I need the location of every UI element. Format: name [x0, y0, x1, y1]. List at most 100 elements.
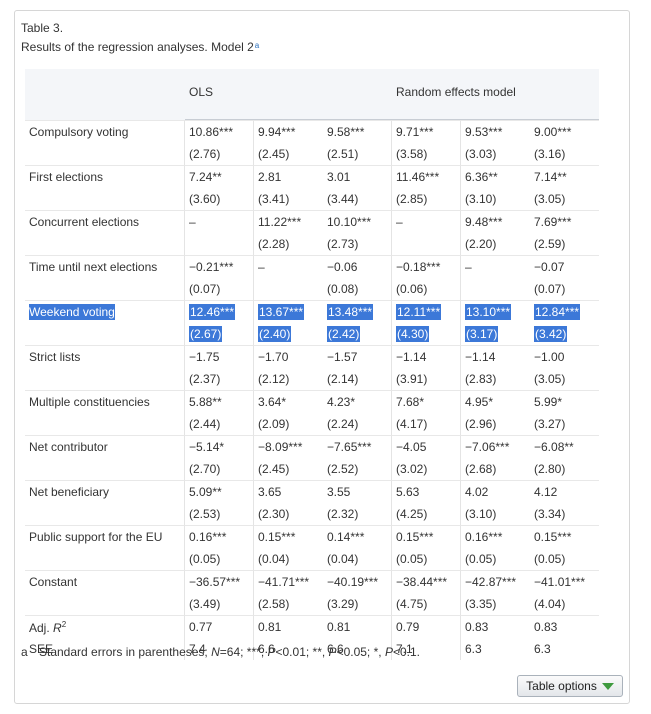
coefficient-cell: 9.58*** — [323, 120, 392, 143]
std-error-cell-text: (0.05) — [534, 552, 566, 566]
coefficient-cell-text: 11.22*** — [258, 215, 302, 229]
header-rule — [185, 115, 254, 120]
std-error-cell: (2.28) — [254, 233, 323, 255]
variable-label: Concurrent elections — [25, 210, 185, 233]
std-error-cell: (3.02) — [392, 458, 461, 480]
std-error-cell: (2.30) — [254, 503, 323, 525]
std-error-cell-text: (3.91) — [396, 372, 428, 386]
std-error-cell-text: (3.42) — [534, 326, 568, 342]
std-error-cell-text: (2.68) — [465, 462, 497, 476]
coefficient-cell-text: −36.57*** — [189, 575, 241, 589]
std-error-cell-text: (3.41) — [258, 192, 290, 206]
coefficient-cell-text: 4.23* — [327, 395, 356, 409]
std-error-cell: (2.20) — [461, 233, 530, 255]
std-error-cell: (3.60) — [185, 188, 254, 210]
variable-label-empty — [25, 413, 185, 435]
coefficient-cell-text: 9.48*** — [465, 215, 503, 229]
coefficient-cell: – — [185, 210, 254, 233]
std-error-cell: (2.32) — [323, 503, 392, 525]
std-error-cell-text: (3.60) — [189, 192, 221, 206]
std-error-cell-text: (2.45) — [258, 147, 290, 161]
variable-label: Constant — [25, 570, 185, 593]
std-error-cell: (2.68) — [461, 458, 530, 480]
variable-label-empty — [25, 188, 185, 210]
std-error-cell-text: (3.49) — [189, 597, 221, 611]
coefficient-cell: −6.08** — [530, 435, 599, 458]
std-error-cell-text: (0.04) — [258, 552, 290, 566]
std-error-cell: (3.41) — [254, 188, 323, 210]
coefficient-cell: 7.69*** — [530, 210, 599, 233]
table-row-se: (3.49) (2.58) (3.29) (4.75) (3.35) (4.04) — [25, 593, 599, 615]
table-row-se: (2.44) (2.09) (2.24) (4.17) (2.96) (3.27) — [25, 413, 599, 435]
variable-label-text: Multiple constituencies — [29, 395, 150, 409]
coefficient-cell-text: 4.02 — [465, 485, 489, 499]
adj-r2-cell-text: 0.83 — [534, 620, 558, 634]
variable-label: Public support for the EU — [25, 525, 185, 548]
footnote-marker: a — [21, 645, 28, 659]
coefficient-cell: −0.06 — [323, 255, 392, 278]
coefficient-cell-text: 0.15*** — [258, 530, 296, 544]
coefficient-cell: 12.46*** — [185, 300, 254, 323]
std-error-cell-text: (2.53) — [189, 507, 221, 521]
coefficient-cell: 12.11*** — [392, 300, 461, 323]
coefficient-cell-text: 0.16*** — [189, 530, 227, 544]
variable-label-empty — [25, 503, 185, 525]
header-rule — [323, 115, 392, 120]
coefficient-cell-text: −1.70 — [258, 350, 289, 364]
coefficient-cell: 2.81 — [254, 165, 323, 188]
std-error-cell-text: (2.14) — [327, 372, 359, 386]
coefficient-cell-text: 5.99* — [534, 395, 563, 409]
table-row-se: (2.67) (2.40) (2.42) (4.30) (3.17) (3.42) — [25, 323, 599, 345]
std-error-cell: (3.03) — [461, 143, 530, 165]
coefficient-cell-text: 3.64* — [258, 395, 287, 409]
std-error-cell: (2.53) — [185, 503, 254, 525]
footnote-text-4: <0.05; *, — [336, 645, 385, 659]
header-rule-empty — [25, 115, 185, 120]
coefficient-cell-text: – — [396, 215, 403, 229]
std-error-cell: (3.35) — [461, 593, 530, 615]
std-error-cell: (2.52) — [323, 458, 392, 480]
coefficient-cell: 10.10*** — [323, 210, 392, 233]
see-cell: 6.3 — [461, 638, 530, 660]
coefficient-cell: 7.14** — [530, 165, 599, 188]
std-error-cell-text: (2.24) — [327, 417, 359, 431]
std-error-cell-text: (2.09) — [258, 417, 290, 431]
std-error-cell-text: (4.17) — [396, 417, 428, 431]
coefficient-cell: 13.67*** — [254, 300, 323, 323]
std-error-cell-text: (3.10) — [465, 192, 497, 206]
coefficient-cell: 7.24** — [185, 165, 254, 188]
std-error-cell-text: (2.80) — [534, 462, 566, 476]
coefficient-cell: 0.15*** — [254, 525, 323, 548]
coefficient-cell-text: −7.65*** — [327, 440, 372, 454]
std-error-cell: (3.29) — [323, 593, 392, 615]
footnote-ref-link[interactable]: a — [254, 41, 260, 50]
std-error-cell-text: (3.44) — [327, 192, 359, 206]
header-row: OLS Random effects model — [25, 69, 599, 115]
variable-label-text: Concurrent elections — [29, 215, 140, 229]
coefficient-cell-text: 12.11*** — [396, 304, 442, 320]
std-error-cell: (0.05) — [461, 548, 530, 570]
std-error-cell: (4.04) — [530, 593, 599, 615]
coefficient-cell: 3.64* — [254, 390, 323, 413]
std-error-cell: (4.17) — [392, 413, 461, 435]
variable-label-text: Public support for the EU — [29, 530, 163, 544]
see-cell-text: 6.3 — [534, 642, 551, 656]
coefficient-cell-text: 0.15*** — [534, 530, 572, 544]
coefficient-cell-text: −1.75 — [189, 350, 220, 364]
table-options-button[interactable]: Table options — [517, 675, 623, 697]
std-error-cell-text: (2.76) — [189, 147, 221, 161]
std-error-cell-text: (3.03) — [465, 147, 497, 161]
std-error-cell-text: (2.12) — [258, 372, 290, 386]
std-error-cell-text: (0.06) — [396, 282, 428, 296]
coefficient-cell: 13.48*** — [323, 300, 392, 323]
variable-label-text: Time until next elections — [29, 260, 158, 274]
std-error-cell: (2.14) — [323, 368, 392, 390]
std-error-cell-text: (2.59) — [534, 237, 566, 251]
adj-r2-cell-text: 0.77 — [189, 620, 213, 634]
coefficient-cell-text: 13.48*** — [327, 304, 374, 320]
std-error-cell-text: (0.07) — [189, 282, 221, 296]
std-error-cell: (2.40) — [254, 323, 323, 345]
coefficient-cell-text: 4.12 — [534, 485, 558, 499]
header-rule — [254, 115, 323, 120]
adj-r2-prefix: Adj. — [29, 620, 54, 635]
